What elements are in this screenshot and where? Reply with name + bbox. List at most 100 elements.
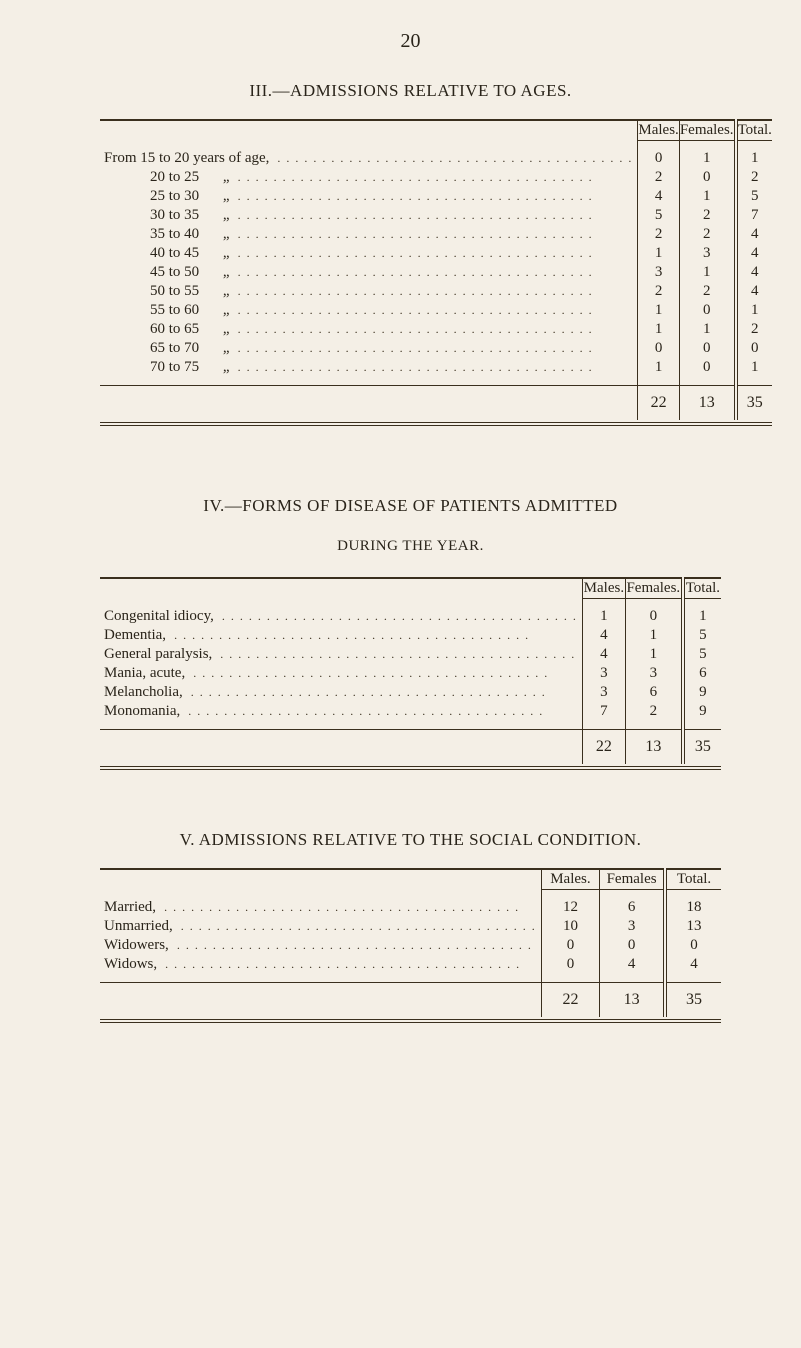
cell-females: 1 xyxy=(625,626,682,645)
table-row: Melancholia,............................… xyxy=(100,683,721,702)
table3-total-total: 35 xyxy=(736,386,772,421)
cell-males: 1 xyxy=(638,244,679,263)
cell-males: 2 xyxy=(638,168,679,187)
row-label-text: Mania, acute, xyxy=(104,665,185,682)
cell-total: 4 xyxy=(736,263,772,282)
cell-total: 4 xyxy=(665,955,721,974)
cell-total: 0 xyxy=(665,936,721,955)
leader-dots: ........................................ xyxy=(230,303,638,318)
table3-header-females: Females. xyxy=(679,120,735,141)
table4-total-total: 35 xyxy=(683,730,721,765)
cell-females: 2 xyxy=(679,282,735,301)
age-range-label: 20 to 25 „ xyxy=(104,169,230,186)
cell-females: 1 xyxy=(679,320,735,339)
cell-total: 5 xyxy=(736,187,772,206)
leader-dots: ........................................ xyxy=(185,666,582,681)
table-row: 50 to 55 „..............................… xyxy=(100,282,772,301)
cell-males: 0 xyxy=(541,936,599,955)
leader-dots: ........................................ xyxy=(214,609,582,624)
leader-dots: ........................................ xyxy=(230,170,638,185)
cell-total: 5 xyxy=(683,645,721,664)
table-row: General paralysis,......................… xyxy=(100,645,721,664)
row-label-text: Dementia, xyxy=(104,627,166,644)
leader-dots: ........................................ xyxy=(157,957,541,972)
cell-females: 3 xyxy=(679,244,735,263)
row-label-text: Monomania, xyxy=(104,703,180,720)
row-label-text: Congenital idiocy, xyxy=(104,608,214,625)
table-row: 30 to 35 „..............................… xyxy=(100,206,772,225)
leader-dots: ........................................ xyxy=(230,322,638,337)
cell-total: 9 xyxy=(683,683,721,702)
cell-males: 2 xyxy=(638,225,679,244)
row-label-text: Unmarried, xyxy=(104,918,173,935)
cell-total: 1 xyxy=(736,358,772,377)
table-row: Married,................................… xyxy=(100,898,721,917)
table4-total-females: 13 xyxy=(625,730,682,765)
leader-dots: ........................................ xyxy=(230,246,638,261)
cell-males: 1 xyxy=(638,358,679,377)
cell-total: 9 xyxy=(683,702,721,721)
cell-males: 7 xyxy=(582,702,625,721)
cell-total: 0 xyxy=(736,339,772,358)
table4-header-males: Males. xyxy=(582,578,625,599)
cell-total: 2 xyxy=(736,168,772,187)
leader-dots: ........................................ xyxy=(230,360,638,375)
age-range-label: 35 to 40 „ xyxy=(104,226,230,243)
cell-total: 1 xyxy=(683,607,721,626)
table-row: Mania, acute,...........................… xyxy=(100,664,721,683)
table-row: 55 to 60 „..............................… xyxy=(100,301,772,320)
cell-females: 0 xyxy=(679,358,735,377)
table5-total-males: 22 xyxy=(541,983,599,1018)
cell-total: 6 xyxy=(683,664,721,683)
leader-dots: ........................................ xyxy=(169,938,541,953)
cell-males: 4 xyxy=(582,645,625,664)
cell-total: 1 xyxy=(736,149,772,168)
table-row: 40 to 45 „..............................… xyxy=(100,244,772,263)
cell-total: 5 xyxy=(683,626,721,645)
leader-dots: ........................................ xyxy=(166,628,582,643)
age-range-label: 60 to 65 „ xyxy=(104,321,230,338)
table4-header-females: Females. xyxy=(625,578,682,599)
table3: Males. Females. Total. From 15 to 20 yea… xyxy=(100,119,772,426)
leader-dots: ........................................ xyxy=(230,341,638,356)
cell-total: 1 xyxy=(736,301,772,320)
cell-males: 3 xyxy=(582,664,625,683)
leader-dots: ........................................ xyxy=(230,189,638,204)
table-row: 45 to 50 „..............................… xyxy=(100,263,772,282)
leader-dots: ........................................ xyxy=(230,284,638,299)
table-row: Widowers,...............................… xyxy=(100,936,721,955)
leader-dots: ........................................ xyxy=(269,151,637,166)
cell-total: 4 xyxy=(736,225,772,244)
age-range-label: 65 to 70 „ xyxy=(104,340,230,357)
cell-females: 3 xyxy=(625,664,682,683)
age-range-label: 45 to 50 „ xyxy=(104,264,230,281)
cell-males: 3 xyxy=(582,683,625,702)
leader-dots: ........................................ xyxy=(230,265,638,280)
table4-header-total: Total. xyxy=(683,578,721,599)
leader-dots: ........................................ xyxy=(180,704,582,719)
cell-females: 0 xyxy=(679,339,735,358)
table-row: From 15 to 20 years of age,.............… xyxy=(100,149,772,168)
age-range-label: 30 to 35 „ xyxy=(104,207,230,224)
cell-males: 0 xyxy=(541,955,599,974)
row-label-text: Widowers, xyxy=(104,937,169,954)
age-range-label: 70 to 75 „ xyxy=(104,359,230,376)
table-row: 65 to 70 „..............................… xyxy=(100,339,772,358)
table-row: Congenital idiocy,......................… xyxy=(100,607,721,626)
age-range-label: From 15 to 20 years of age, xyxy=(104,150,269,167)
cell-males: 4 xyxy=(582,626,625,645)
cell-females: 3 xyxy=(600,917,665,936)
page: 20 III.—ADMISSIONS RELATIVE TO AGES. Mal… xyxy=(0,0,801,1348)
cell-males: 1 xyxy=(582,607,625,626)
cell-total: 4 xyxy=(736,282,772,301)
leader-dots: ........................................ xyxy=(173,919,541,934)
table-row: Monomania,..............................… xyxy=(100,702,721,721)
cell-females: 1 xyxy=(679,149,735,168)
cell-females: 6 xyxy=(625,683,682,702)
age-range-label: 55 to 60 „ xyxy=(104,302,230,319)
table4-title-line1: IV.—FORMS OF DISEASE OF PATIENTS ADMITTE… xyxy=(100,496,721,516)
cell-females: 4 xyxy=(600,955,665,974)
cell-females: 2 xyxy=(679,206,735,225)
table5-header-total: Total. xyxy=(665,869,721,890)
cell-total: 13 xyxy=(665,917,721,936)
